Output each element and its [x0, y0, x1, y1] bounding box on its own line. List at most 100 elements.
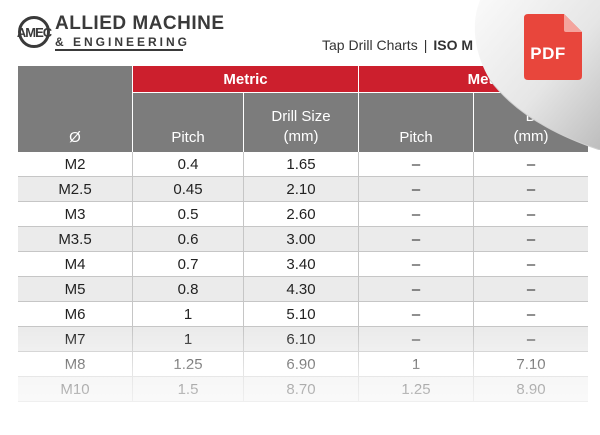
table-row: M10 1.5 8.70 1.25 8.90 [18, 377, 588, 402]
pitch-header-cell [133, 93, 243, 152]
pitch-cell: 0.5 [177, 206, 199, 223]
document-title: Tap Drill Charts | ISO M [322, 37, 473, 53]
table-row: M4 0.7 3.40 – – [18, 252, 588, 277]
column-divider [473, 327, 474, 352]
column-divider [243, 327, 244, 352]
drill-size-header-label: Drill Size (mm) [244, 107, 358, 147]
pitch-cell: 0.7 [177, 256, 199, 273]
row-divider [18, 276, 588, 277]
column-divider [132, 352, 133, 377]
column-divider [358, 252, 359, 277]
drill-size2-header-line1: D [525, 108, 537, 125]
row-divider [18, 226, 588, 227]
pitch2-header-label: Pitch [399, 129, 433, 146]
table-row: M2 0.4 1.65 – – [18, 152, 588, 177]
column-divider [473, 277, 474, 302]
fine-pitch-cell: – [411, 281, 421, 298]
fine-drill-size-cell: 7.10 [516, 356, 546, 373]
pitch-cell: 1.5 [177, 381, 199, 398]
fine-drill-size-cell: – [526, 306, 536, 323]
company-logo-mark: AMEC [17, 16, 52, 48]
fine-drill-size-cell: – [526, 281, 536, 298]
drill-size-cell: 3.40 [286, 256, 316, 273]
column-divider [132, 202, 133, 227]
column-divider [358, 377, 359, 402]
column-divider [473, 252, 474, 277]
column-divider [243, 252, 244, 277]
fine-drill-size-cell: – [526, 156, 536, 173]
table-row: M2.5 0.45 2.10 – – [18, 177, 588, 202]
pitch-cell: 1 [183, 306, 193, 323]
column-divider [358, 327, 359, 352]
pdf-badge-label[interactable]: PDF [530, 44, 566, 63]
diameter-header-label: Ø [69, 129, 81, 146]
row-divider [18, 201, 588, 202]
column-divider [132, 227, 133, 252]
column-divider [473, 352, 474, 377]
drill-size-header-line1: Drill Size [271, 108, 331, 125]
title-text: Tap Drill Charts [322, 37, 418, 53]
column-divider [473, 152, 474, 177]
fine-drill-size-cell: – [526, 231, 536, 248]
drill-size-cell: 3.00 [286, 231, 316, 248]
fine-pitch-cell: 1.25 [401, 381, 431, 398]
logo-underline [55, 49, 183, 51]
pitch-cell: 0.45 [173, 181, 203, 198]
column-divider [243, 377, 244, 402]
diameter-cell: M2.5 [58, 181, 92, 198]
pdf-file-icon[interactable] [520, 12, 586, 82]
column-divider [358, 152, 359, 177]
column-divider [473, 177, 474, 202]
table-row: M6 1 5.10 – – [18, 302, 588, 327]
fine-drill-size-cell: – [526, 181, 536, 198]
column-divider [358, 277, 359, 302]
column-divider [243, 302, 244, 327]
column-divider [132, 177, 133, 202]
fine-pitch-cell: – [411, 156, 421, 173]
metric-fine-group-label: Metric Fi [467, 70, 530, 88]
company-name-line1: ALLIED MACHINE [55, 13, 225, 34]
column-divider [132, 302, 133, 327]
column-divider [243, 227, 244, 252]
diameter-cell: M4 [64, 256, 86, 273]
metric-group-label: Metric [223, 70, 268, 88]
title-separator: | [423, 37, 428, 53]
drill-size-cell: 1.65 [286, 156, 316, 173]
fine-drill-size-cell: – [526, 331, 536, 348]
column-divider [132, 377, 133, 402]
column-divider [358, 302, 359, 327]
column-divider [243, 177, 244, 202]
column-divider [243, 352, 244, 377]
diameter-cell: M6 [64, 306, 86, 323]
drill-size-cell: 6.10 [286, 331, 316, 348]
drill-size-cell: 6.90 [286, 356, 316, 373]
table-row: M3.5 0.6 3.00 – – [18, 227, 588, 252]
row-divider [18, 251, 588, 252]
row-divider [18, 326, 588, 327]
row-divider [18, 401, 588, 402]
pitch-header-label: Pitch [171, 129, 205, 146]
fine-drill-size-cell: – [526, 256, 536, 273]
drill-size-cell: 4.30 [286, 281, 316, 298]
drill-size-cell: 8.70 [286, 381, 316, 398]
column-divider [243, 152, 244, 177]
pitch-cell: 0.6 [177, 231, 199, 248]
diameter-cell: M3 [64, 206, 86, 223]
column-divider [132, 152, 133, 177]
table-row: M8 1.25 6.90 1 7.10 [18, 352, 588, 377]
column-divider [473, 202, 474, 227]
fine-pitch-cell: – [411, 256, 421, 273]
column-divider [473, 302, 474, 327]
fine-pitch-cell: – [411, 331, 421, 348]
diameter-header-cell [18, 66, 132, 152]
diameter-cell: M2 [64, 156, 86, 173]
table-row: M7 1 6.10 – – [18, 327, 588, 352]
drill-size-header-line2: (mm) [283, 128, 319, 145]
fine-pitch-cell: – [411, 231, 421, 248]
column-divider [243, 277, 244, 302]
fine-pitch-cell: – [411, 181, 421, 198]
column-divider [358, 202, 359, 227]
fine-pitch-cell: 1 [411, 356, 421, 373]
table-row: M3 0.5 2.60 – – [18, 202, 588, 227]
